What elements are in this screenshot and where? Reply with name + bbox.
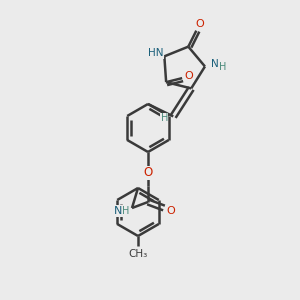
Text: H: H: [122, 206, 130, 216]
Text: HN: HN: [148, 48, 163, 58]
Text: O: O: [167, 206, 176, 216]
Text: CH₃: CH₃: [128, 249, 148, 259]
Text: N: N: [114, 206, 122, 216]
Text: N: N: [211, 59, 219, 70]
Text: O: O: [195, 19, 204, 29]
Text: O: O: [143, 167, 153, 179]
Text: H: H: [160, 113, 168, 123]
Text: O: O: [185, 71, 194, 81]
Text: H: H: [219, 62, 226, 73]
